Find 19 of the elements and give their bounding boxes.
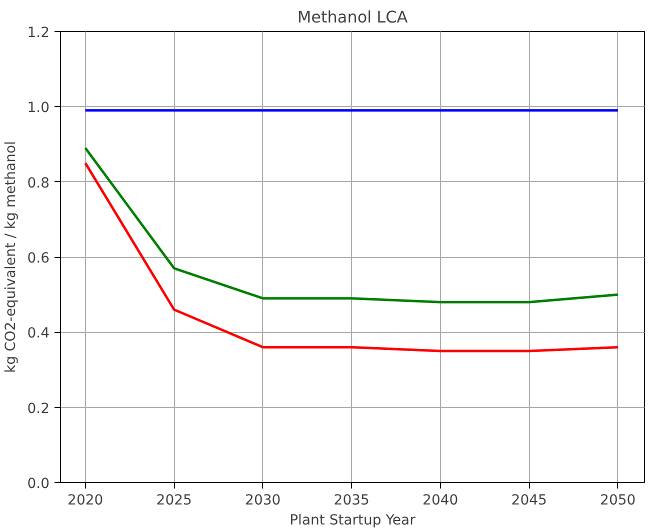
x-tick-label: 2035 <box>334 492 370 508</box>
x-tick-label: 2040 <box>422 492 458 508</box>
y-tick-label: 0.0 <box>27 476 50 492</box>
x-tick-label: 2025 <box>156 492 192 508</box>
y-axis-title: kg CO2-equivalent / kg methanol <box>3 141 20 373</box>
x-tick-label: 2045 <box>511 492 547 508</box>
line-series <box>84 162 620 352</box>
y-tick-label: 1.0 <box>27 100 50 116</box>
x-tick-label: 2020 <box>68 492 104 508</box>
y-tick-label: 0.2 <box>27 400 50 417</box>
y-tick-label: 0.4 <box>27 326 50 342</box>
line-series <box>84 146 620 304</box>
chart-title: Methanol LCA <box>297 8 408 26</box>
y-tick-label: 0.8 <box>27 175 50 192</box>
y-tick-label: 1.2 <box>27 25 50 41</box>
x-tick-label: 2050 <box>600 492 636 508</box>
x-axis-title: Plant Startup Year <box>290 512 416 528</box>
x-tick-label: 2030 <box>245 492 281 508</box>
y-tick-label: 0.6 <box>27 250 50 266</box>
